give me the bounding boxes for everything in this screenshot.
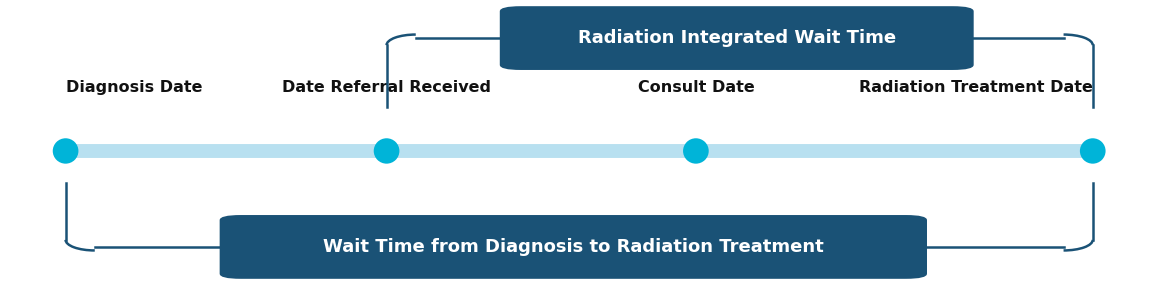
Text: Wait Time from Diagnosis to Radiation Treatment: Wait Time from Diagnosis to Radiation Tr… bbox=[323, 238, 824, 256]
FancyBboxPatch shape bbox=[220, 215, 927, 279]
FancyBboxPatch shape bbox=[500, 6, 973, 70]
Text: Diagnosis Date: Diagnosis Date bbox=[66, 80, 202, 95]
Text: Consult Date: Consult Date bbox=[638, 80, 755, 95]
Text: Radiation Treatment Date: Radiation Treatment Date bbox=[859, 80, 1093, 95]
Ellipse shape bbox=[373, 138, 399, 164]
Ellipse shape bbox=[683, 138, 709, 164]
Ellipse shape bbox=[1080, 138, 1106, 164]
Text: Radiation Integrated Wait Time: Radiation Integrated Wait Time bbox=[578, 29, 896, 47]
Ellipse shape bbox=[53, 138, 78, 164]
Text: Date Referral Received: Date Referral Received bbox=[282, 80, 491, 95]
